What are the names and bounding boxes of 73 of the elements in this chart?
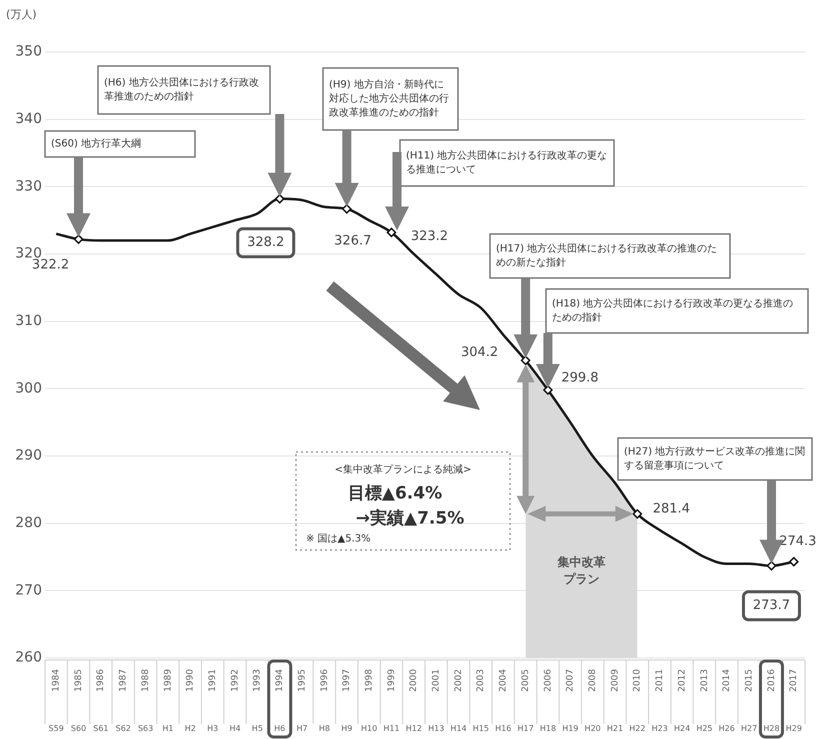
annotation: (H27) 地方行政サービス改革の推進に関する留意事項について xyxy=(624,446,806,472)
annotation: (H9) 地方自治・新時代に対応した地方公共団体の行政改革推進のための指針 xyxy=(329,78,449,119)
annotation: (H17) 地方公共団体における行政改革の推進のための新たな指針 xyxy=(496,242,718,269)
category-label: 2011 H23 xyxy=(652,669,668,733)
data-label: 323.2 xyxy=(410,228,448,244)
category-label: 1990 H2 xyxy=(184,669,196,733)
annotation: →実績▲7.5% xyxy=(356,508,464,528)
point xyxy=(766,561,776,571)
category-label: 2005 H17 xyxy=(517,669,534,733)
point xyxy=(74,234,84,244)
point xyxy=(632,509,642,519)
data-label: 328.2 xyxy=(247,235,284,250)
category-label: 1997 H9 xyxy=(341,669,352,733)
point xyxy=(520,356,530,366)
point xyxy=(342,204,352,214)
category-label: 1989 H1 xyxy=(162,669,174,733)
category-label: 1986 S61 xyxy=(93,669,109,733)
category-label: 1998 H10 xyxy=(361,669,378,733)
annotation: (H6) 地方公共団体における行政改革推進のための指針 xyxy=(104,76,259,103)
category-label: 2010 H22 xyxy=(629,669,646,733)
annotation: <集中改革プランによる純減> xyxy=(334,464,472,476)
y-tick-label: 270 xyxy=(15,582,42,598)
annotation: 集中改革プラン xyxy=(556,555,606,586)
category-label: 1999 H11 xyxy=(383,669,400,733)
annotation: ※ 国は▲5.3% xyxy=(306,534,371,545)
data-label: 281.4 xyxy=(652,501,690,516)
y-tick-label: 290 xyxy=(15,448,42,464)
y-tick-label: 310 xyxy=(15,312,42,329)
point xyxy=(543,385,553,395)
y-tick-label: 280 xyxy=(15,514,42,531)
data-label: 304.2 xyxy=(460,344,498,360)
annotation: (H11) 地方公共団体における行政改革の更なる推進について xyxy=(406,150,608,176)
point xyxy=(789,556,799,566)
category-label: 2004 H16 xyxy=(495,669,512,733)
data-label: 299.8 xyxy=(561,370,599,386)
category-label: 2013 H25 xyxy=(696,669,713,733)
data-label: 273.7 xyxy=(752,598,790,614)
category-label: 1987 S62 xyxy=(116,669,131,733)
y-tick-label: 260 xyxy=(15,650,42,666)
y-tick-label: 300 xyxy=(15,380,42,396)
category-label: 2016 H28 xyxy=(763,669,780,733)
data-label: 274.3 xyxy=(779,534,816,550)
category-label: 2003 H15 xyxy=(472,669,489,733)
category-label: 2001 H13 xyxy=(428,669,444,733)
y-tick-label: 350 xyxy=(15,44,42,60)
category-label: 1993 H5 xyxy=(252,669,263,733)
category-label: 1991 H3 xyxy=(207,669,218,733)
category-label: 2012 H24 xyxy=(674,669,690,733)
category-label: 1985 S60 xyxy=(70,669,86,733)
category-label: 2009 H21 xyxy=(606,669,624,733)
category-label: 2006 H18 xyxy=(540,669,556,733)
category-label: 2002 H14 xyxy=(450,669,467,733)
y-tick-label: 340 xyxy=(15,110,42,127)
category-label: 1994 H6 xyxy=(274,669,286,733)
category-label: 1995 H7 xyxy=(296,669,308,733)
category-label: 1984 S59 xyxy=(48,669,64,733)
data-label: 326.7 xyxy=(334,233,372,248)
category-label: 2017 H29 xyxy=(786,669,802,733)
y-axis-title: (万人) xyxy=(6,8,37,21)
category-label: 2014 H26 xyxy=(718,669,735,733)
category-label: 1992 H4 xyxy=(229,669,241,733)
category-label: 1988 S63 xyxy=(138,669,154,733)
point xyxy=(274,194,284,204)
point xyxy=(386,228,396,238)
annotation: 目標▲6.4% xyxy=(348,483,442,504)
annotation: (H18) 地方公共団体における行政改革の更なる推進のための指針 xyxy=(552,298,794,324)
category-label: 1996 H8 xyxy=(318,669,330,733)
y-tick-label: 330 xyxy=(15,178,42,194)
category-label: 2000 H12 xyxy=(406,669,422,733)
annotation: (S60) 地方行革大綱 xyxy=(51,138,142,150)
category-label: 2007 H19 xyxy=(562,669,578,733)
category-label: 2008 H20 xyxy=(584,669,601,733)
category-label: 2015 H27 xyxy=(741,669,758,733)
